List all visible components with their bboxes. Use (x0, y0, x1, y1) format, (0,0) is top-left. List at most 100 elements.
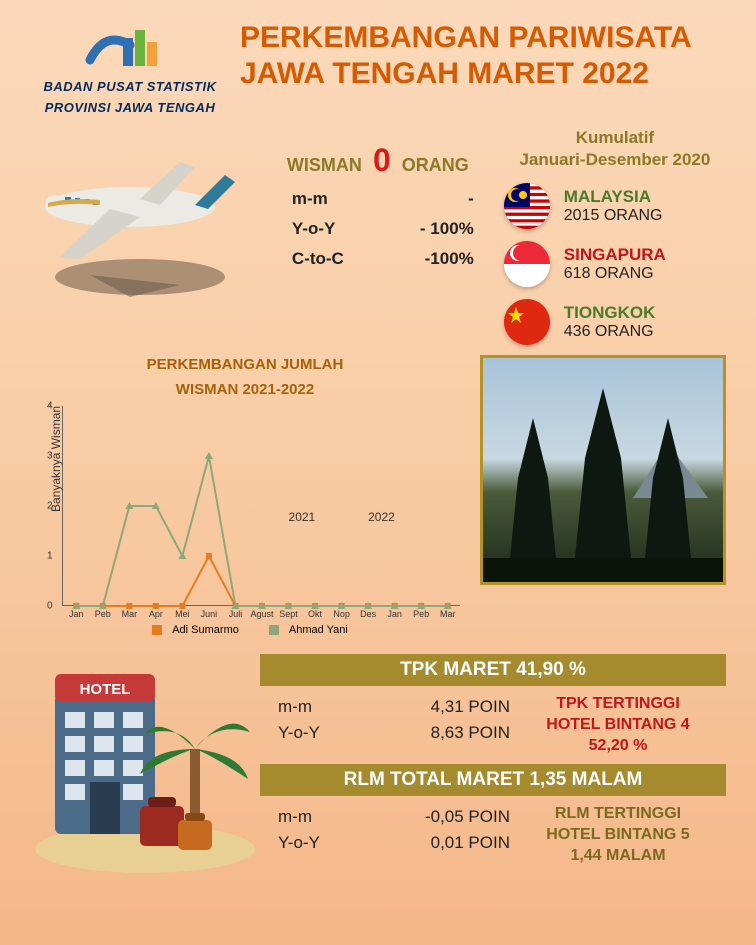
chart-year-label: 2022 (368, 510, 395, 524)
ytick: 4 (47, 400, 53, 411)
org-name-line2: PROVINSI JAWA TENGAH (30, 100, 230, 117)
rlm-highlight: RLM TERTINGGI HOTEL BINTANG 5 1,44 MALAM (510, 796, 726, 874)
metric-value: - 100% (420, 219, 474, 239)
chart-title-2: WISMAN 2021-2022 (30, 380, 460, 400)
country-row: MALAYSIA 2015 ORANG (504, 183, 726, 229)
cumulative-title-2: Januari-Desember 2020 (504, 149, 726, 171)
stat-value: 8,63 POIN (431, 723, 510, 743)
xtick: Mar (440, 609, 456, 619)
country-info: MALAYSIA 2015 ORANG (550, 187, 663, 225)
country-value: 2015 ORANG (564, 207, 663, 225)
wisman-label-left: WISMAN (287, 155, 362, 175)
wisman-section: WISMAN 0 ORANG m-m- Y-o-Y - 100% C-to-C -100… (0, 117, 756, 345)
metric-value: - (468, 189, 474, 209)
xtick: Okt (308, 609, 322, 619)
chart-year-label: 2021 (289, 510, 316, 524)
wisman-metric-row: Y-o-Y - 100% (262, 209, 494, 239)
xtick: Peb (413, 609, 429, 619)
legend-item: Ahmad Yani (259, 624, 348, 636)
xtick: Juli (229, 609, 243, 619)
stat-label: Y-o-Y (278, 833, 320, 853)
wisman-metric-row: C-to-C -100% (262, 239, 494, 269)
wisman-metric-row: m-m- (262, 179, 494, 209)
country-row: SINGAPURA 618 ORANG (504, 241, 726, 287)
country-info: SINGAPURA 618 ORANG (550, 245, 666, 283)
org-name-line1: BADAN PUSAT STATISTIK (30, 79, 230, 96)
line-chart: Banyaknya Wisman 01234JanPebMarAprMeiJun… (62, 406, 460, 606)
xtick: Peb (95, 609, 111, 619)
hotel-illustration: HOTEL (30, 654, 260, 874)
xtick: Jan (387, 609, 402, 619)
metric-label: C-to-C (292, 249, 344, 269)
country-name: TIONGKOK (564, 303, 656, 323)
tpk-rows: m-m4,31 POIN Y-o-Y 8,63 POIN (260, 686, 510, 764)
stat-label: m-m (278, 807, 312, 827)
xtick: Agust (250, 609, 273, 619)
metric-label: Y-o-Y (292, 219, 335, 239)
xtick: Mei (175, 609, 190, 619)
tpk-hi-2: HOTEL BINTANG 4 (510, 715, 726, 736)
wisman-value: 0 (373, 142, 391, 178)
page-title-line2: JAWA TENGAH MARET 2022 (240, 56, 726, 92)
ytick: 1 (47, 550, 53, 561)
xtick: Mar (122, 609, 138, 619)
tpk-band: TPK MARET 41,90 % (260, 654, 726, 686)
country-value: 618 ORANG (564, 265, 666, 283)
hotel-stats: TPK MARET 41,90 % m-m4,31 POIN Y-o-Y 8,63 … (260, 654, 726, 875)
stat-row: m-m4,31 POIN (278, 694, 510, 720)
chart-section: PERKEMBANGAN JUMLAH WISMAN 2021-2022 Ban… (0, 355, 756, 636)
hotel-icon: HOTEL (30, 654, 260, 874)
country-info: TIONGKOK 436 ORANG (550, 303, 656, 341)
airplane-art (30, 127, 262, 345)
stat-value: -0,05 POIN (425, 807, 510, 827)
rlm-hi-2: HOTEL BINTANG 5 (510, 825, 726, 846)
flag-icon (504, 183, 550, 229)
flag-icon (504, 241, 550, 287)
wisman-headline: WISMAN 0 ORANG (262, 142, 494, 179)
rlm-hi-1: RLM TERTINGGI (510, 804, 726, 825)
prambanan-photo (480, 355, 726, 585)
ytick: 0 (47, 600, 53, 611)
country-name: MALAYSIA (564, 187, 663, 207)
country-row: TIONGKOK 436 ORANG (504, 299, 726, 345)
page-title-line1: PERKEMBANGAN PARIWISATA (240, 20, 726, 56)
bps-logo-icon (85, 20, 175, 75)
xtick: Juni (201, 609, 218, 619)
stat-label: m-m (278, 697, 312, 717)
chart-title-1: PERKEMBANGAN JUMLAH (30, 355, 460, 375)
tpk-highlight: TPK TERTINGGI HOTEL BINTANG 4 52,20 % (510, 686, 726, 764)
stat-label: Y-o-Y (278, 723, 320, 743)
tpk-hi-1: TPK TERTINGGI (510, 694, 726, 715)
stat-row: m-m -0,05 POIN (278, 804, 510, 830)
airplane-icon (30, 127, 260, 307)
stat-row: Y-o-Y 0,01 POIN (278, 830, 510, 856)
svg-text:HOTEL: HOTEL (80, 681, 131, 698)
title-block: PERKEMBANGAN PARIWISATA JAWA TENGAH MARE… (230, 20, 726, 92)
stat-row: Y-o-Y 8,63 POIN (278, 720, 510, 746)
chart-svg (63, 406, 461, 606)
cumulative-block: Kumulatif Januari-Desember 2020 MALAYSIA… (494, 127, 726, 345)
chart-legend: Adi SumarmoAhmad Yani (30, 624, 460, 636)
xtick: Nop (333, 609, 350, 619)
xtick: Jan (69, 609, 84, 619)
metric-value: -100% (425, 249, 474, 269)
xtick: Sept (279, 609, 298, 619)
chart-wrap: PERKEMBANGAN JUMLAH WISMAN 2021-2022 Ban… (30, 355, 460, 636)
rlm-band: RLM TOTAL MARET 1,35 MALAM (260, 764, 726, 796)
wisman-stats: WISMAN 0 ORANG m-m- Y-o-Y - 100% C-to-C -100… (262, 127, 494, 345)
rlm-hi-3: 1,44 MALAM (510, 846, 726, 867)
rlm-rows: m-m -0,05 POIN Y-o-Y 0,01 POIN (260, 796, 510, 874)
xtick: Apr (149, 609, 163, 619)
wisman-label-right: ORANG (402, 155, 469, 175)
hotel-section: HOTEL TPK MARET 41,90 % m-m4,31 POINY-o-… (0, 636, 756, 875)
header: BADAN PUSAT STATISTIK PROVINSI JAWA TENG… (0, 0, 756, 117)
ytick: 3 (47, 450, 53, 461)
tpk-hi-3: 52,20 % (510, 736, 726, 757)
temple-illustration (483, 358, 726, 585)
logo-block: BADAN PUSAT STATISTIK PROVINSI JAWA TENG… (30, 20, 230, 117)
cumulative-title-1: Kumulatif (504, 127, 726, 149)
country-value: 436 ORANG (564, 323, 656, 341)
stat-value: 0,01 POIN (431, 833, 510, 853)
ytick: 2 (47, 500, 53, 511)
xtick: Des (360, 609, 376, 619)
